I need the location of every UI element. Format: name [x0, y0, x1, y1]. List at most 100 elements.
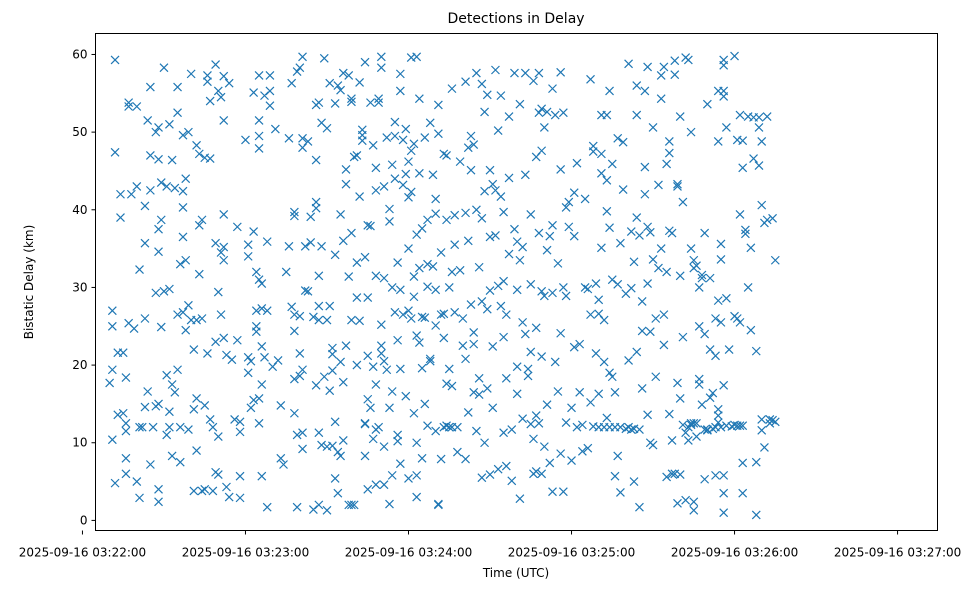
- data-point: [395, 364, 405, 374]
- data-point: [640, 189, 650, 199]
- data-point: [129, 324, 139, 334]
- data-point: [235, 417, 245, 427]
- data-point: [602, 110, 612, 120]
- data-point: [314, 500, 324, 510]
- data-point: [667, 435, 677, 445]
- data-point: [298, 428, 307, 438]
- data-point: [360, 418, 370, 428]
- y-tick-label: 30: [72, 280, 87, 294]
- data-point: [298, 133, 307, 143]
- data-point: [762, 215, 772, 225]
- data-point: [194, 149, 204, 159]
- data-point: [262, 237, 272, 247]
- data-point: [352, 150, 362, 160]
- data-point: [162, 370, 172, 380]
- data-point: [461, 354, 470, 364]
- data-point: [189, 404, 199, 414]
- x-tick-label: 2025-09-16 03:24:00: [345, 546, 472, 560]
- data-point: [287, 302, 297, 312]
- data-point: [404, 244, 413, 254]
- data-point: [314, 428, 324, 438]
- data-point: [265, 71, 275, 80]
- data-point: [637, 326, 647, 336]
- y-tick-label: 40: [72, 203, 87, 217]
- y-tick-label: 50: [72, 125, 87, 139]
- data-point: [738, 458, 748, 468]
- data-point: [537, 352, 547, 361]
- x-tick-label: 2025-09-16 03:25:00: [508, 546, 635, 560]
- data-point: [135, 493, 144, 503]
- data-point: [689, 255, 699, 265]
- data-point: [770, 255, 780, 265]
- data-point: [319, 372, 329, 382]
- data-point: [156, 178, 166, 188]
- data-point: [466, 300, 476, 309]
- data-point: [542, 400, 552, 410]
- data-point: [768, 415, 778, 425]
- data-point: [409, 292, 419, 302]
- data-point: [303, 137, 313, 146]
- data-point: [518, 414, 528, 424]
- data-point: [537, 146, 547, 156]
- data-point: [344, 272, 354, 281]
- data-point: [213, 470, 223, 480]
- data-point: [417, 223, 427, 233]
- data-point: [406, 187, 416, 197]
- data-point: [417, 312, 427, 322]
- data-point: [371, 271, 381, 281]
- data-point: [260, 352, 269, 362]
- data-point: [507, 425, 517, 434]
- data-point: [730, 51, 739, 61]
- data-point: [287, 78, 297, 88]
- data-point: [327, 343, 337, 353]
- data-point: [740, 225, 750, 235]
- data-point: [678, 332, 688, 342]
- data-point: [569, 342, 579, 352]
- data-point: [561, 203, 571, 212]
- data-point: [192, 315, 201, 325]
- data-point: [401, 391, 411, 401]
- data-point: [539, 123, 549, 132]
- data-point: [154, 497, 163, 507]
- data-point: [757, 425, 767, 435]
- data-point: [450, 210, 460, 220]
- data-point: [548, 487, 557, 497]
- data-point: [447, 381, 457, 391]
- data-point: [640, 86, 650, 96]
- data-point: [164, 422, 174, 432]
- data-point: [257, 471, 267, 481]
- data-point: [466, 165, 476, 175]
- data-point: [501, 373, 511, 383]
- data-point: [732, 314, 742, 323]
- data-point: [385, 204, 394, 214]
- data-point: [675, 470, 685, 480]
- y-tick-label: 0: [80, 513, 88, 527]
- data-point: [485, 470, 495, 480]
- data-point: [567, 456, 576, 466]
- data-point: [480, 438, 489, 448]
- data-point: [254, 144, 264, 153]
- data-point: [325, 301, 335, 311]
- data-point: [588, 141, 598, 151]
- data-point: [107, 321, 117, 331]
- data-point: [616, 488, 625, 497]
- data-point: [232, 222, 242, 232]
- data-point: [219, 255, 229, 265]
- data-point: [586, 74, 595, 84]
- data-point: [477, 473, 487, 483]
- data-point: [656, 71, 666, 80]
- data-point: [154, 247, 163, 257]
- data-point: [243, 251, 253, 261]
- data-point: [610, 387, 620, 397]
- data-point: [298, 365, 307, 375]
- data-point: [216, 92, 226, 102]
- data-point: [132, 182, 142, 191]
- data-point: [613, 279, 623, 289]
- data-point: [762, 112, 772, 122]
- data-point: [735, 210, 745, 219]
- data-point: [480, 107, 489, 117]
- data-point: [387, 283, 397, 292]
- data-point: [406, 314, 416, 323]
- data-point: [145, 82, 155, 92]
